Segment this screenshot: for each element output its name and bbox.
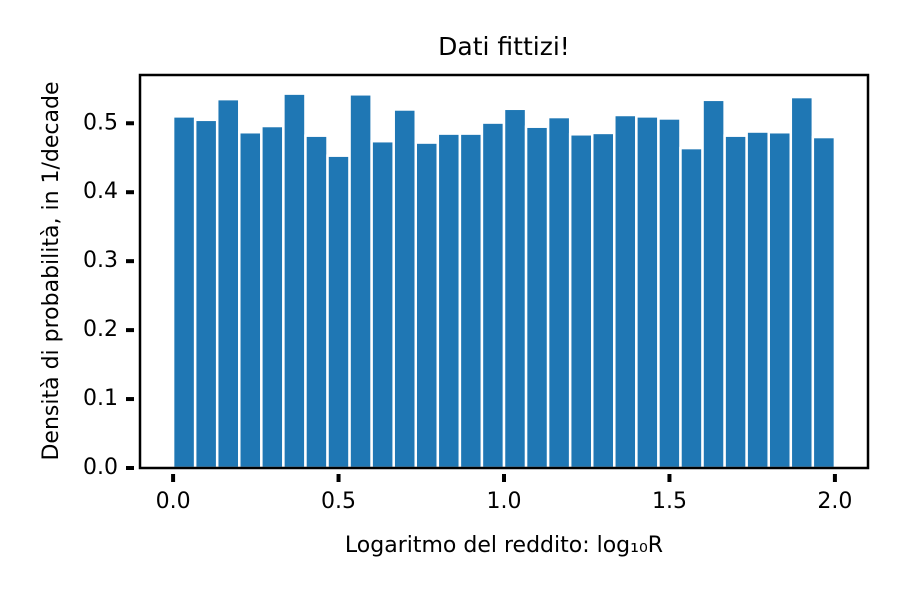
y-tick-label: 0.3 bbox=[83, 248, 118, 273]
bar bbox=[326, 154, 351, 470]
bar bbox=[171, 115, 197, 470]
bar bbox=[701, 98, 726, 470]
bar bbox=[392, 108, 417, 470]
y-tick-label: 0.2 bbox=[83, 317, 118, 342]
bar bbox=[789, 95, 815, 470]
chart-title: Dati fittizi! bbox=[438, 32, 570, 61]
bar bbox=[546, 115, 572, 470]
bar bbox=[215, 97, 241, 470]
y-tick-label: 0.0 bbox=[83, 455, 118, 480]
plot-frame bbox=[138, 73, 870, 470]
x-tick-label: 0.5 bbox=[321, 489, 356, 514]
x-tick-label: 1.5 bbox=[652, 489, 687, 514]
bar bbox=[414, 141, 440, 470]
bar bbox=[370, 139, 395, 470]
bar bbox=[238, 130, 263, 470]
bar bbox=[723, 134, 748, 470]
bar bbox=[282, 92, 307, 470]
bar bbox=[613, 113, 638, 470]
bar bbox=[591, 131, 616, 470]
bar bbox=[679, 146, 704, 470]
bar bbox=[767, 130, 793, 470]
bar bbox=[568, 133, 594, 470]
bar bbox=[811, 135, 837, 470]
x-axis-label: Logaritmo del reddito: log₁₀R bbox=[345, 533, 663, 558]
bar bbox=[348, 93, 373, 470]
bar bbox=[635, 115, 660, 470]
bar bbox=[745, 130, 770, 470]
bar bbox=[458, 132, 484, 470]
y-axis-label: Densità di probabilità, in 1/decade bbox=[39, 81, 64, 460]
bar bbox=[260, 124, 285, 470]
x-tick-label: 2.0 bbox=[817, 489, 852, 514]
bar bbox=[657, 117, 682, 470]
bar bbox=[304, 134, 329, 470]
bar bbox=[480, 121, 506, 470]
x-tick-label: 1.0 bbox=[487, 489, 522, 514]
y-tick-label: 0.1 bbox=[83, 386, 118, 411]
bar bbox=[524, 125, 550, 470]
bar bbox=[502, 107, 528, 470]
y-tick-label: 0.5 bbox=[83, 110, 118, 135]
y-tick-label: 0.4 bbox=[83, 179, 118, 204]
x-tick-label: 0.0 bbox=[156, 489, 191, 514]
bar bbox=[436, 132, 462, 470]
bar bbox=[193, 118, 219, 470]
